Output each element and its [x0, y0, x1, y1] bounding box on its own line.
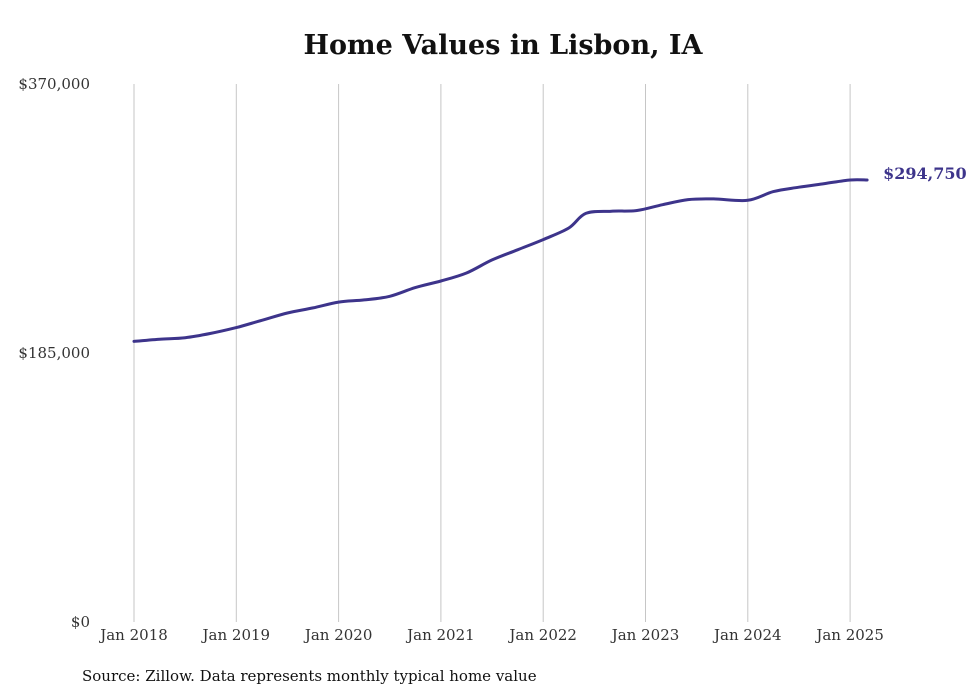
y-tick-label: $185,000 [18, 344, 90, 362]
y-tick-label: $370,000 [18, 75, 90, 93]
end-value-label: $294,750 [883, 164, 967, 183]
x-tick-label: Jan 2018 [98, 626, 168, 644]
y-axis-ticks: $0 $185,000 $370,000 [18, 75, 90, 631]
gridlines [133, 84, 851, 622]
series-line [132, 178, 869, 343]
x-tick-label: Jan 2022 [507, 626, 577, 644]
x-tick-label: Jan 2021 [405, 626, 475, 644]
x-tick-label: Jan 2023 [610, 626, 680, 644]
x-axis-ticks: Jan 2018 Jan 2019 Jan 2020 Jan 2021 Jan 2022… [98, 626, 884, 644]
x-tick-label: Jan 2020 [303, 626, 373, 644]
x-tick-label: Jan 2025 [814, 626, 884, 644]
chart-title: Home Values in Lisbon, IA [303, 30, 703, 61]
x-tick-label: Jan 2024 [712, 626, 782, 644]
source-note: Source: Zillow. Data represents monthly … [82, 667, 537, 685]
y-tick-label: $0 [71, 613, 90, 631]
x-tick-label: Jan 2019 [201, 626, 271, 644]
